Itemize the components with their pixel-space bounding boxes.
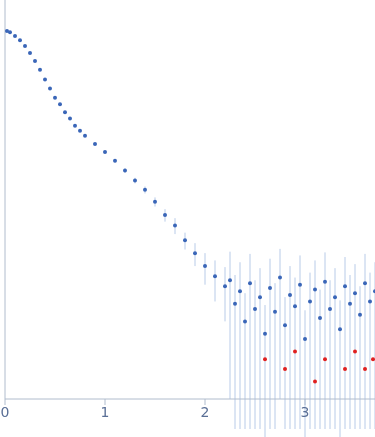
svg-text:2: 2 bbox=[201, 404, 210, 420]
svg-text:1: 1 bbox=[101, 404, 110, 420]
svg-text:3: 3 bbox=[301, 404, 310, 420]
svg-text:0: 0 bbox=[8, 404, 9, 420]
